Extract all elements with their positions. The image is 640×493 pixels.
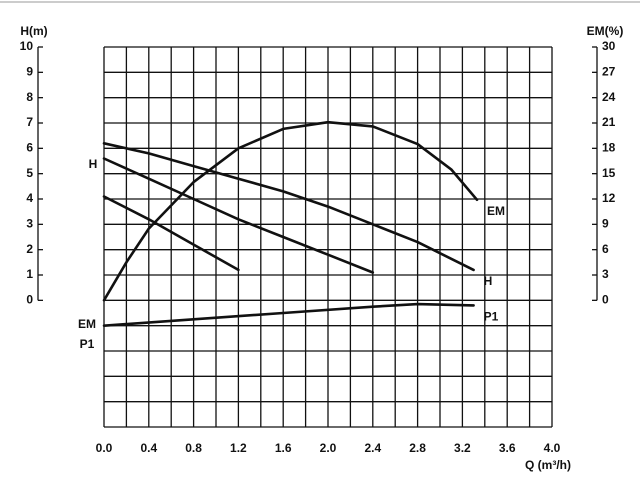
curve-label: P1 (484, 310, 499, 324)
curve (102, 157, 375, 274)
y2-tick-label: 9 (602, 217, 609, 231)
x-tick-label: 1.2 (230, 441, 247, 455)
y-tick-label: 10 (20, 39, 34, 53)
y2-tick-label: 0 (602, 293, 609, 307)
x-tick-label: 0.8 (185, 441, 202, 455)
y-tick-label: 8 (26, 90, 33, 104)
x-tick-label: 0.4 (140, 441, 157, 455)
y2-tick-label: 21 (602, 115, 616, 129)
y2-tick-label: 6 (602, 242, 609, 256)
y2-tick-label: 12 (602, 191, 616, 205)
y-tick-label: 2 (26, 242, 33, 256)
x-tick-label: 4.0 (544, 441, 561, 455)
y-tick-label: 5 (26, 166, 33, 180)
x-tick-label: 0.0 (96, 441, 113, 455)
y-tick-label: 0 (26, 293, 33, 307)
curve-annotation: P1 (80, 337, 95, 351)
y-tick-label: 9 (26, 65, 33, 79)
y-tick-label: 4 (26, 191, 33, 205)
curve-annotation: EM (78, 317, 96, 331)
x-tick-label: 2.8 (409, 441, 426, 455)
y2-tick-label: 24 (602, 90, 616, 104)
curve (102, 302, 475, 327)
y-tick-label: 7 (26, 115, 33, 129)
y2-tick-label: 15 (602, 166, 616, 180)
curve-annotation: H (89, 157, 98, 171)
y2-tick-label: 30 (602, 39, 616, 53)
y2-tick-label: 3 (602, 267, 609, 281)
curve-label: EM (487, 204, 505, 218)
x-tick-label: 1.6 (275, 441, 292, 455)
curve (102, 142, 475, 272)
curve (102, 195, 240, 272)
x-tick-label: 2.4 (364, 441, 381, 455)
x-axis-label: Q (m³/h) (525, 458, 571, 472)
y-axis-label: H(m) (20, 24, 47, 38)
curve-label: H (484, 274, 493, 288)
y-tick-label: 1 (26, 267, 33, 281)
x-tick-label: 2.0 (320, 441, 337, 455)
y2-tick-label: 18 (602, 141, 616, 155)
y-tick-label: 3 (26, 217, 33, 231)
y2-axis-label: EM(%) (587, 24, 624, 38)
x-tick-label: 3.6 (499, 441, 516, 455)
y-tick-label: 6 (26, 141, 33, 155)
curve (102, 120, 479, 302)
y2-tick-label: 27 (602, 65, 616, 79)
x-tick-label: 3.2 (454, 441, 471, 455)
